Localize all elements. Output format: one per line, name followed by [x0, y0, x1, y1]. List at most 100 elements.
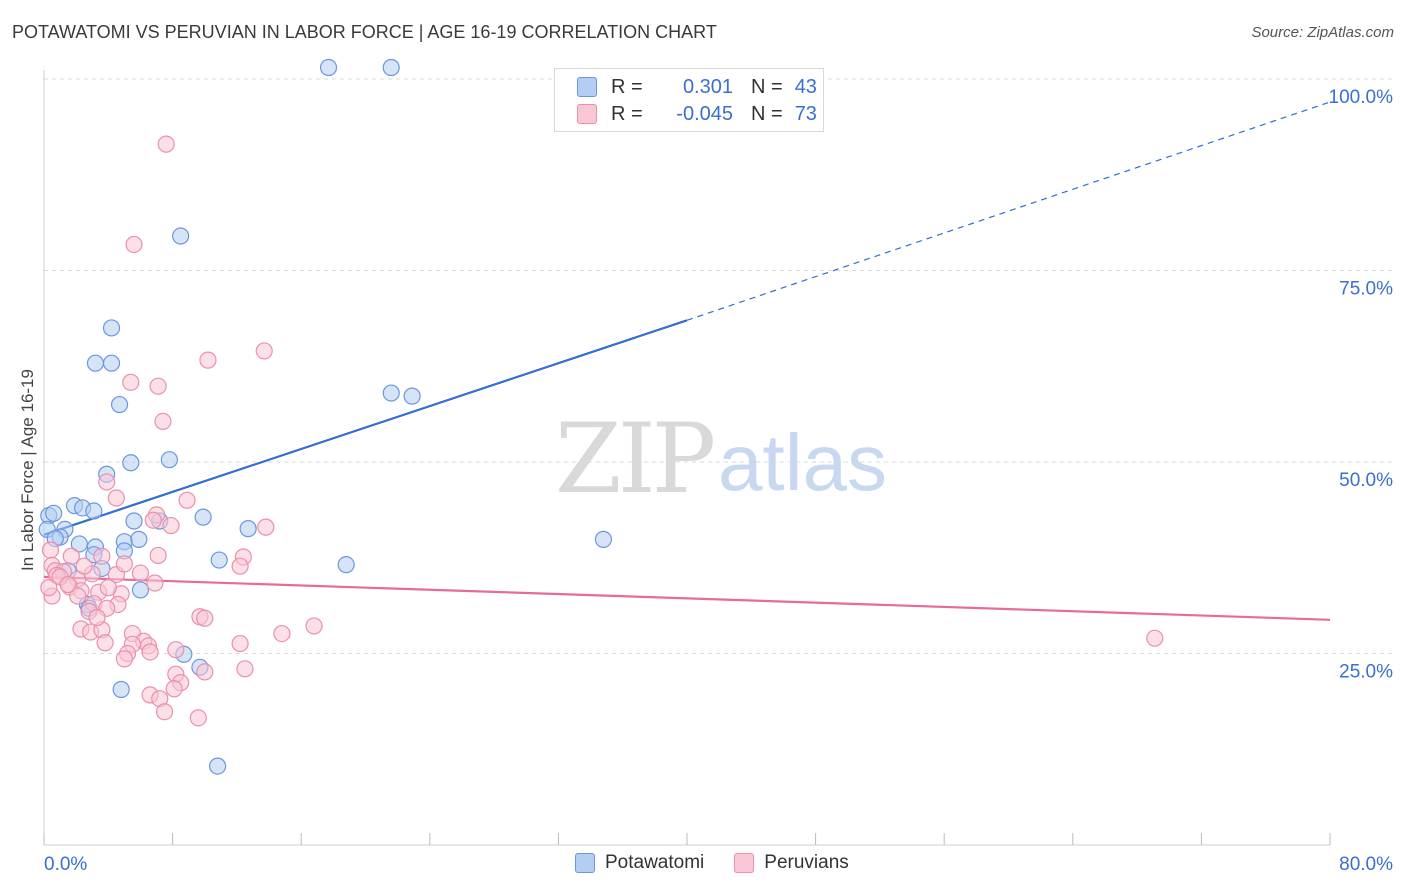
stats-legend: R = 0.301 N = 43 R = -0.045 N = 73	[554, 68, 824, 132]
data-point-peruvians	[98, 473, 116, 491]
data-point-potawatomi	[239, 520, 257, 538]
data-point-peruvians	[305, 617, 323, 635]
source-label: Source: ZipAtlas.com	[1251, 24, 1394, 41]
grid-lines	[44, 78, 1392, 654]
data-point-peruvians	[41, 541, 60, 559]
y-tick-label: 100.0%	[1329, 87, 1394, 108]
data-point-peruvians	[178, 491, 196, 509]
data-point-potawatomi	[194, 508, 212, 526]
y-tick-label: 50.0%	[1339, 470, 1393, 491]
y-axis-label: In Labor Force | Age 16-19	[18, 369, 37, 571]
potawatomi-swatch	[575, 853, 595, 873]
n-value: 43	[794, 75, 817, 98]
trend-line-potawatomi	[43, 319, 688, 536]
series-legend: Potawatomi Peruvians	[575, 852, 879, 874]
x-tick-label: 80.0%	[1339, 854, 1393, 875]
legend-item-potawatomi: Potawatomi	[575, 852, 704, 874]
data-points	[38, 58, 1164, 775]
data-point-potawatomi	[160, 451, 178, 469]
n-value: 73	[794, 102, 817, 125]
data-point-peruvians	[144, 511, 162, 529]
data-point-peruvians	[59, 575, 77, 594]
data-point-peruvians	[157, 135, 175, 153]
r-label: R =	[611, 102, 643, 125]
data-point-peruvians	[231, 634, 249, 653]
watermark-zip: ZIP	[555, 403, 714, 515]
data-point-potawatomi	[85, 502, 103, 520]
data-point-peruvians	[162, 516, 180, 535]
data-point-peruvians	[155, 703, 174, 721]
data-point-potawatomi	[210, 551, 228, 569]
chart-title: POTAWATOMI VS PERUVIAN IN LABOR FORCE | …	[12, 22, 717, 42]
data-point-peruvians	[149, 377, 167, 395]
data-point-peruvians	[199, 351, 217, 369]
legend-label: Peruvians	[764, 852, 849, 873]
data-point-peruvians	[189, 709, 207, 727]
legend-label: Potawatomi	[605, 852, 705, 873]
data-point-peruvians	[69, 587, 87, 605]
y-tick-label: 25.0%	[1339, 662, 1393, 683]
data-point-peruvians	[165, 680, 183, 698]
data-point-peruvians	[75, 557, 93, 575]
potawatomi-swatch	[577, 77, 597, 97]
data-point-potawatomi	[45, 504, 63, 522]
data-point-potawatomi	[319, 58, 338, 77]
data-point-peruvians	[99, 579, 117, 597]
r-value: -0.045	[676, 102, 733, 125]
data-point-peruvians	[146, 574, 164, 592]
data-point-potawatomi	[209, 757, 227, 775]
watermark: ZIP atlas	[555, 403, 887, 515]
data-point-potawatomi	[172, 227, 190, 245]
data-point-potawatomi	[403, 387, 421, 405]
data-point-peruvians	[125, 235, 143, 254]
data-point-peruvians	[141, 643, 159, 661]
data-point-potawatomi	[125, 512, 143, 530]
data-point-peruvians	[1146, 629, 1164, 647]
data-point-peruvians	[149, 546, 167, 565]
data-point-potawatomi	[122, 454, 140, 472]
data-point-peruvians	[196, 609, 214, 627]
trend-line-peruvians	[43, 575, 1331, 621]
legend-row-potawatomi: R = 0.301 N = 43	[577, 75, 817, 99]
data-point-potawatomi	[382, 384, 400, 402]
data-point-potawatomi	[112, 680, 130, 699]
legend-item-peruvians: Peruvians	[734, 852, 849, 874]
data-point-potawatomi	[110, 395, 129, 414]
peruvians-swatch	[577, 104, 597, 124]
data-point-peruvians	[96, 634, 114, 652]
data-point-peruvians	[154, 412, 172, 431]
peruvians-swatch	[734, 853, 755, 873]
data-point-potawatomi	[102, 354, 121, 372]
data-point-peruvians	[115, 650, 133, 668]
data-point-peruvians	[62, 547, 80, 565]
x-tick-label: 0.0%	[44, 854, 87, 875]
n-label: N =	[751, 75, 783, 98]
r-label: R =	[611, 75, 643, 98]
data-point-potawatomi	[130, 530, 148, 548]
data-point-peruvians	[93, 547, 111, 565]
n-label: N =	[751, 102, 783, 125]
data-point-peruvians	[231, 557, 249, 575]
data-point-potawatomi	[102, 319, 121, 337]
data-point-potawatomi	[70, 535, 88, 553]
tick-labels: 25.0% 50.0% 75.0% 100.0% 0.0% 80.0%	[44, 87, 1393, 875]
data-point-peruvians	[115, 555, 133, 573]
axes	[43, 70, 1331, 846]
y-tick-label: 75.0%	[1339, 279, 1393, 300]
data-point-potawatomi	[382, 58, 400, 77]
trend-line-dashed-potawatomi	[686, 101, 1331, 321]
data-point-potawatomi	[337, 556, 355, 574]
data-point-peruvians	[273, 624, 291, 643]
r-value: 0.301	[682, 75, 733, 98]
data-point-peruvians	[40, 579, 58, 597]
data-point-peruvians	[257, 518, 275, 536]
legend-row-peruvians: R = -0.045 N = 73	[577, 102, 817, 126]
data-point-peruvians	[88, 608, 106, 627]
data-point-potawatomi	[86, 354, 105, 372]
data-point-peruvians	[255, 342, 273, 360]
data-point-peruvians	[196, 663, 214, 681]
data-point-peruvians	[236, 660, 254, 678]
watermark-atlas: atlas	[718, 418, 887, 507]
data-point-peruvians	[122, 373, 140, 391]
